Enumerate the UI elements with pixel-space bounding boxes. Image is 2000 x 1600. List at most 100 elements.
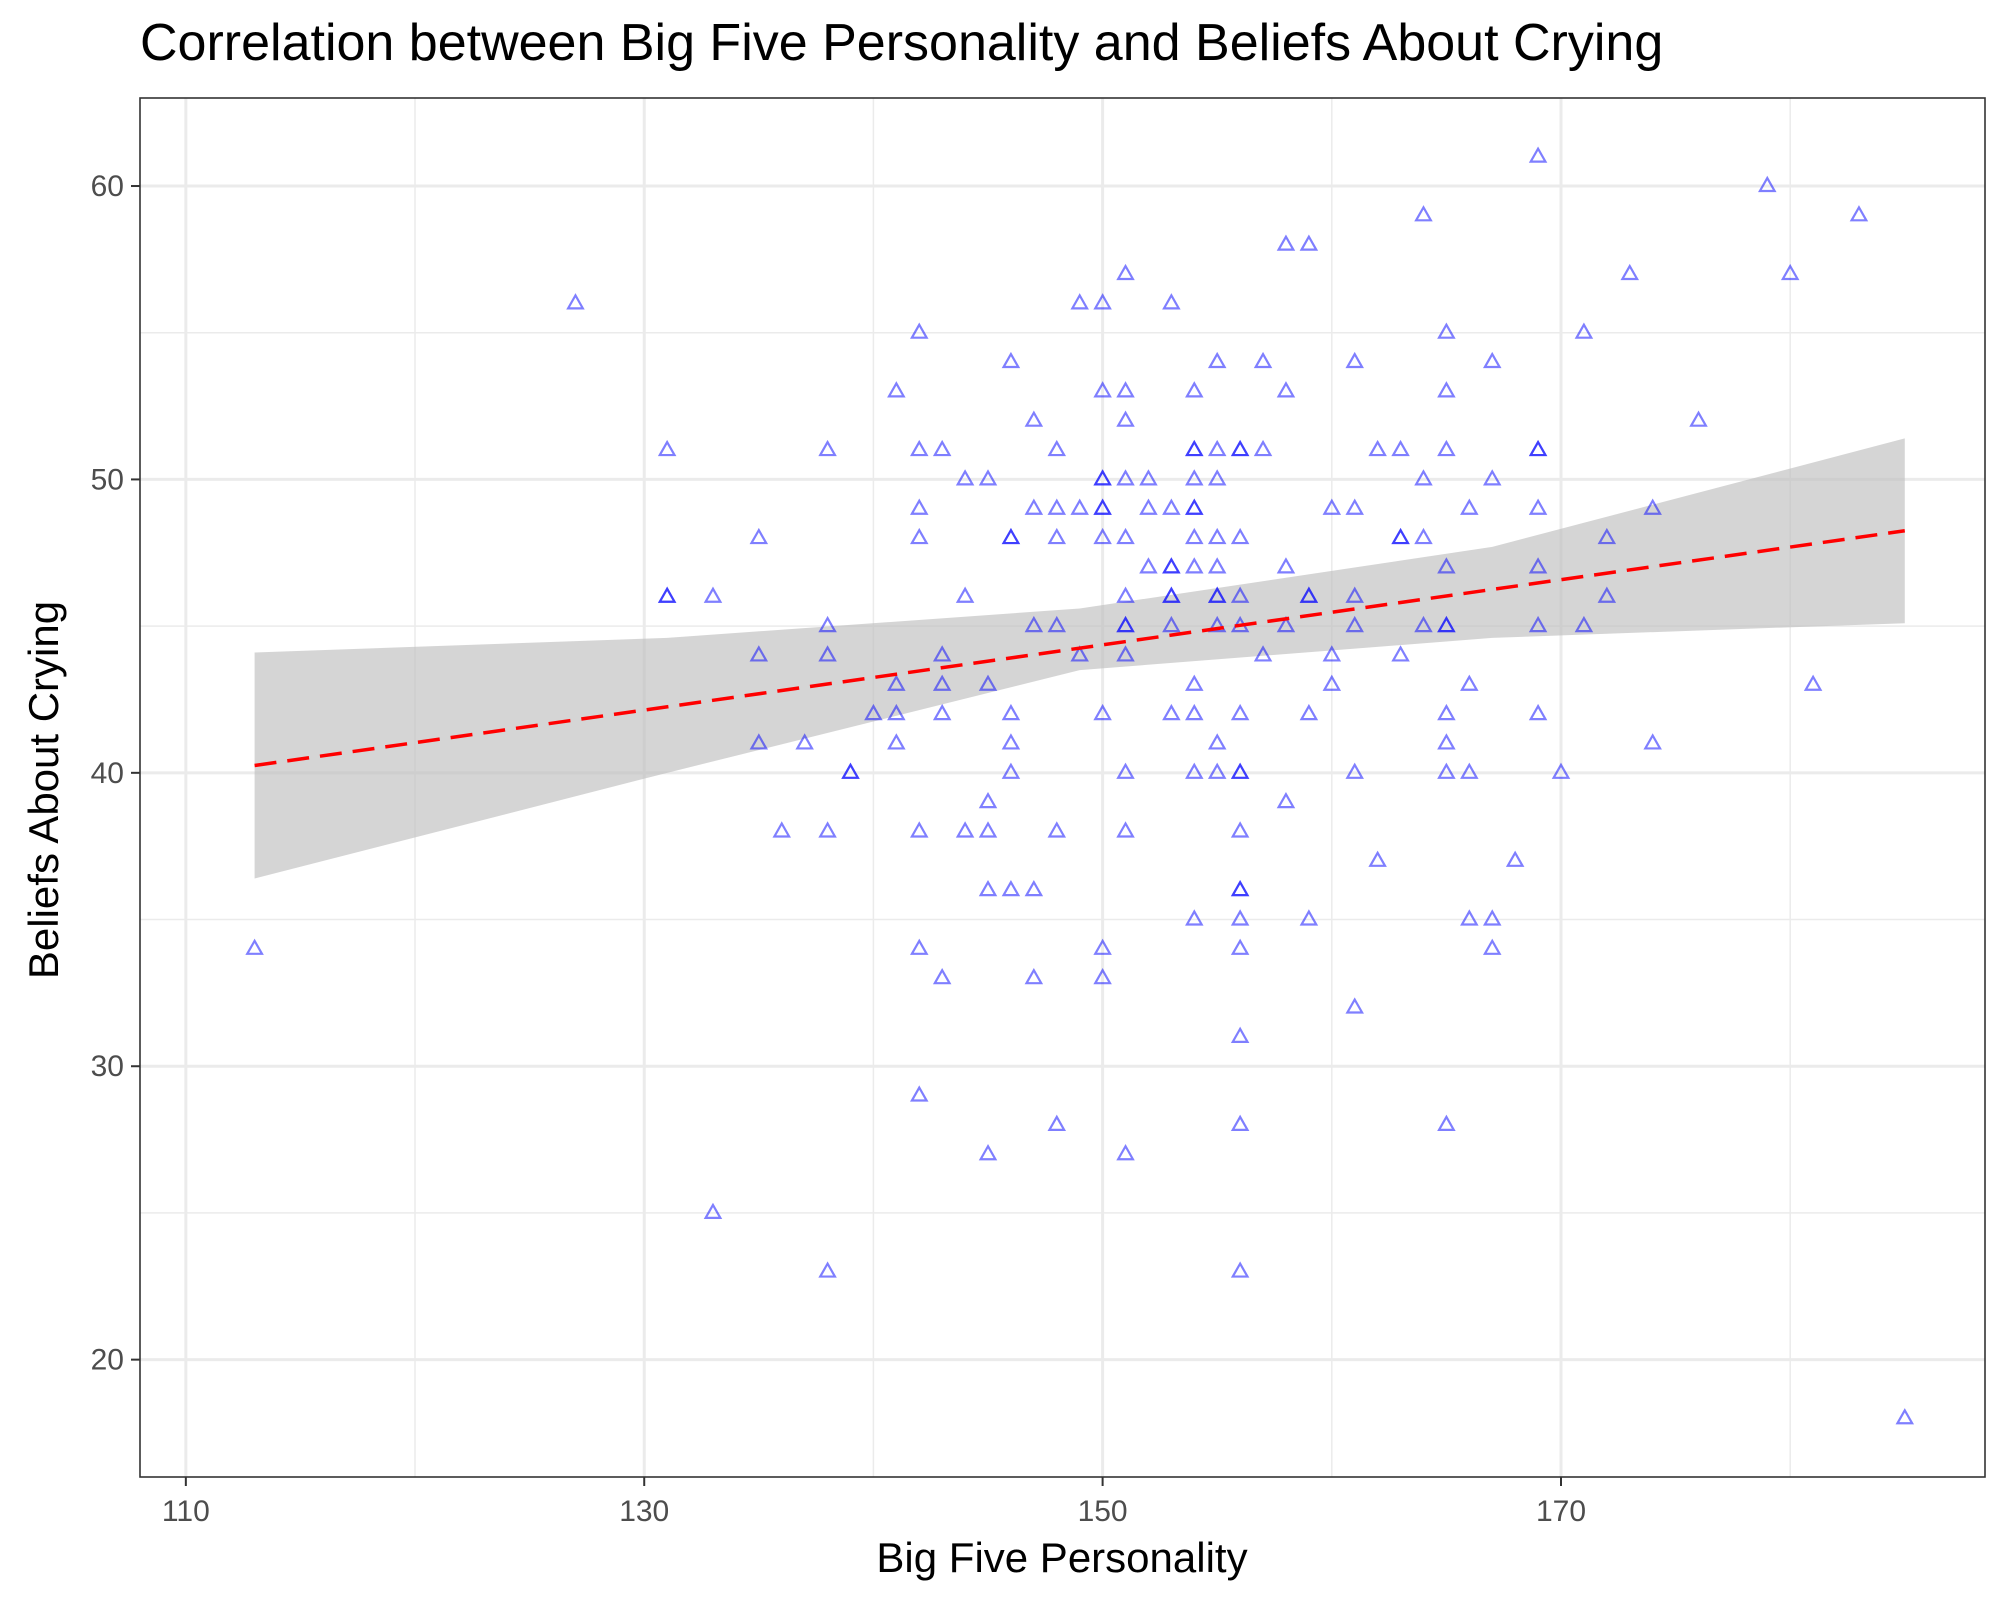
data-point	[1207, 733, 1227, 750]
data-point	[1139, 557, 1158, 574]
data-point	[1207, 469, 1227, 486]
data-point	[1322, 645, 1342, 662]
data-point	[1437, 733, 1456, 750]
data-point	[1093, 703, 1112, 721]
data-point	[1116, 821, 1135, 838]
data-point	[1391, 645, 1410, 662]
data-point	[1482, 938, 1502, 955]
data-point	[1437, 615, 1456, 633]
x-tick-label: 170	[1536, 1495, 1586, 1528]
data-point	[1047, 1114, 1067, 1131]
data-point	[1185, 762, 1204, 779]
data-point	[932, 967, 952, 985]
data-point	[1001, 762, 1021, 779]
data-point	[1093, 381, 1112, 398]
y-tick-label: 50	[91, 463, 124, 496]
data-point	[1437, 439, 1456, 457]
data-point	[1162, 615, 1181, 633]
data-point	[1276, 557, 1296, 574]
data-point	[910, 527, 929, 545]
data-point	[1116, 586, 1135, 603]
data-point	[1024, 410, 1044, 427]
data-point	[1185, 381, 1204, 398]
data-point	[932, 439, 952, 457]
data-point	[1093, 938, 1112, 955]
data-point	[932, 674, 952, 691]
data-point	[749, 645, 769, 662]
data-point	[910, 1085, 929, 1102]
data-point	[864, 703, 883, 721]
data-point	[1528, 615, 1548, 633]
data-point	[1780, 263, 1800, 281]
data-point	[1574, 322, 1594, 339]
data-point	[1162, 586, 1181, 603]
data-point	[1391, 439, 1410, 457]
y-tick-label: 30	[91, 1050, 124, 1083]
data-point	[978, 674, 998, 691]
data-point	[818, 821, 837, 838]
data-point	[1276, 234, 1296, 251]
data-point	[1230, 586, 1250, 603]
data-point	[1116, 762, 1135, 779]
data-point	[1414, 615, 1433, 633]
data-point	[1414, 469, 1433, 486]
y-axis-title: Beliefs About Crying	[20, 601, 67, 979]
major-gridlines	[140, 98, 1985, 1477]
data-point	[1528, 498, 1548, 515]
data-point	[1345, 498, 1364, 515]
data-point	[657, 439, 677, 457]
data-point	[1162, 703, 1181, 721]
data-point	[910, 322, 929, 339]
data-point	[887, 674, 906, 691]
data-point	[910, 938, 929, 955]
data-point	[1047, 439, 1067, 457]
data-point	[1551, 762, 1571, 779]
data-point	[1528, 146, 1548, 163]
data-point	[1162, 293, 1181, 310]
data-points-layer	[245, 146, 1915, 1425]
data-point	[1528, 703, 1548, 721]
data-point	[1437, 762, 1456, 779]
data-point	[1001, 703, 1021, 721]
data-point	[1597, 586, 1617, 603]
data-point	[1116, 469, 1135, 486]
data-point	[955, 586, 975, 603]
confidence-band	[254, 438, 1905, 879]
data-point	[1024, 498, 1044, 515]
data-point	[1276, 791, 1296, 809]
data-point	[1185, 527, 1204, 545]
data-point	[1345, 351, 1364, 369]
data-point	[1185, 909, 1204, 926]
data-point	[1689, 410, 1708, 427]
data-point	[978, 821, 998, 838]
y-tick-label: 40	[91, 757, 124, 790]
data-point	[1185, 439, 1204, 457]
data-point	[1185, 498, 1204, 515]
data-point	[1139, 469, 1158, 486]
data-point	[1230, 703, 1250, 721]
data-point	[1414, 205, 1433, 222]
data-point	[1345, 762, 1364, 779]
data-point	[841, 762, 860, 779]
data-point	[749, 733, 769, 750]
confidence-band-layer	[254, 438, 1905, 879]
data-point	[795, 733, 814, 750]
data-point	[818, 615, 837, 633]
data-point	[978, 879, 998, 897]
x-tick-label: 110	[162, 1495, 210, 1528]
data-point	[1047, 498, 1067, 515]
data-point	[1345, 586, 1364, 603]
data-point	[1116, 263, 1135, 281]
data-point	[1162, 498, 1181, 515]
data-point	[1620, 263, 1640, 281]
data-point	[1116, 645, 1135, 662]
data-point	[703, 1202, 723, 1219]
data-point	[1116, 1144, 1135, 1161]
data-point	[1460, 498, 1479, 515]
data-point	[1345, 997, 1364, 1014]
data-point	[818, 1261, 837, 1278]
data-point	[1047, 821, 1067, 838]
data-point	[1849, 205, 1869, 222]
data-point	[1093, 527, 1112, 545]
x-axis: 110 130 150 170	[162, 1477, 1586, 1528]
